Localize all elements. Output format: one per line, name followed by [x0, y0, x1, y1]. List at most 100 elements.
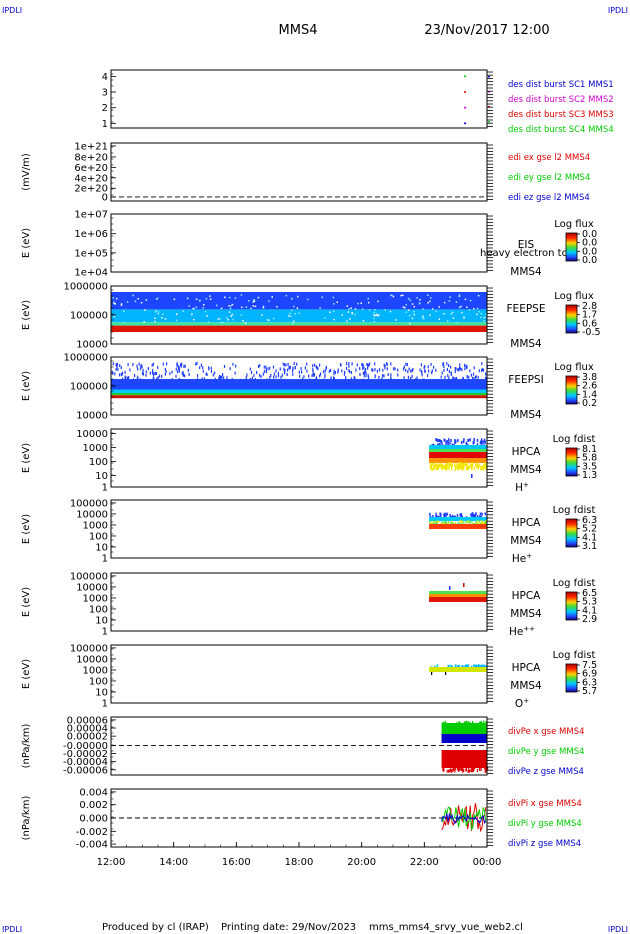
- spectrum-speckle: [455, 440, 457, 444]
- spectrum-speckle: [484, 512, 487, 516]
- spectrum-speckle: [214, 371, 216, 375]
- colorbar-tick-label: 0.0: [582, 246, 597, 257]
- spectrum-speckle: [271, 296, 273, 298]
- panel-ytick-label: 1000: [83, 593, 108, 604]
- legend-marker: [488, 121, 490, 123]
- spectrum-band-peak: [429, 597, 487, 602]
- spectrum-speckle: [410, 369, 412, 373]
- colorbar-tick-label: 0.6: [582, 318, 597, 329]
- series-spike: [458, 769, 460, 772]
- colorbar-tick-label: 3.5: [582, 461, 597, 472]
- spectrum-speckle: [460, 441, 463, 445]
- spectrum-speckle: [292, 369, 294, 373]
- legend-marker: [488, 106, 490, 108]
- colorbar-hpca_he: [565, 518, 578, 548]
- spectrum-speckle: [402, 306, 405, 308]
- spectrum-speckle: [442, 362, 445, 366]
- colorbar-feepse: [565, 304, 578, 334]
- spectrum-speckle: [136, 364, 138, 368]
- panel-ytick-label: -0.00006: [63, 765, 108, 776]
- spectrum-speckle: [362, 366, 364, 370]
- spectrum-speckle: [463, 466, 465, 470]
- spectrum-speckle: [155, 298, 158, 300]
- spectrum-speckle: [391, 294, 393, 297]
- spectrum-speckle: [421, 370, 423, 374]
- series-spike: [454, 725, 456, 729]
- panel-ytick-label: 100000: [70, 571, 108, 582]
- spectrum-speckle: [365, 374, 367, 378]
- spectrum-speckle: [311, 374, 313, 378]
- spectrum-speckle: [162, 362, 164, 366]
- spectrum-speckle: [372, 369, 374, 372]
- spectrum-speckle: [386, 367, 388, 371]
- spectrum-speckle: [444, 512, 446, 516]
- spectrum-speckle: [241, 306, 243, 309]
- colorbar-tick-label: 6.3: [582, 677, 597, 688]
- panel-ytick-label: 0.000: [79, 814, 108, 825]
- spectrum-band: [429, 517, 487, 521]
- spectrum-speckle: [262, 372, 264, 376]
- spectrum-speckle: [476, 462, 479, 466]
- panel-ytick-label: 3: [102, 88, 108, 99]
- colorbar-tick-label: 6.9: [582, 669, 597, 680]
- colorbar-tick-label: 0.0: [582, 229, 597, 240]
- series-spike: [487, 766, 489, 770]
- spectrum-speckle: [228, 305, 230, 307]
- xaxis-tick-label: 18:00: [285, 857, 314, 868]
- spectrum-speckle: [454, 438, 456, 442]
- panel-feepse: E (eV) 1000000 100000 10000 FEEPSE MMS4 Log fl…: [21, 282, 601, 351]
- spectrum-speckle: [333, 310, 335, 312]
- spectrum-speckle: [450, 664, 452, 668]
- spectrum-speckle: [433, 464, 435, 468]
- spectrum-speckle: [427, 302, 429, 304]
- spectrum-speckle: [348, 364, 350, 368]
- spectrum-speckle: [472, 372, 475, 376]
- spectrum-speckle: [221, 321, 224, 324]
- colorbar-title: Log flux: [554, 291, 594, 302]
- spectrum-speckle: [188, 372, 190, 376]
- spectrum-speckle: [466, 365, 468, 369]
- panel-divpe: (nPa/km)0.000060.000040.00002-0.00000-0.…: [21, 715, 585, 777]
- colorbar-eis: [565, 232, 578, 262]
- instrument-name: EIS: [518, 239, 535, 251]
- colorbar-hpca_hepp: [565, 591, 578, 621]
- series-spike: [472, 766, 474, 770]
- spectrum-speckle: [443, 368, 445, 372]
- spectrum-speckle: [263, 365, 265, 369]
- colorbar-tick-label: 1.3: [582, 470, 597, 481]
- spectrum-speckle: [349, 318, 351, 320]
- spectrum-speckle: [232, 362, 234, 366]
- spectrum-speckle: [240, 294, 243, 296]
- spectrum-speckle: [193, 319, 195, 321]
- spectrum-speckle: [350, 377, 353, 381]
- spectrum-speckle: [394, 367, 396, 371]
- spectrum-speckle: [432, 520, 434, 522]
- spectrum-speckle: [458, 294, 461, 296]
- spectrum-speckle: [485, 377, 487, 380]
- spectrum-speckle: [115, 368, 117, 371]
- spectrum-speckle: [267, 367, 269, 371]
- spectrum-speckle: [183, 364, 185, 368]
- spectrum-speckle: [240, 314, 243, 316]
- data-point: [464, 91, 467, 93]
- panel-ytick-label: 8e+20: [74, 152, 108, 163]
- spectrum-speckle: [178, 365, 180, 369]
- spectrum-speckle: [443, 466, 446, 470]
- spectrum-speckle: [293, 305, 295, 308]
- panel-ytick-label: 100: [89, 676, 108, 687]
- spectrum-band: [429, 667, 487, 672]
- panel-hpca_h: E (eV) 10000 1000 100 101 HPCA MMS4 H+ Log fdist…: [21, 428, 597, 494]
- spectrum-speckle: [433, 521, 435, 524]
- spectrum-speckle: [348, 369, 350, 373]
- spectrum-speckle: [176, 362, 178, 366]
- spectrum-speckle: [475, 512, 477, 516]
- legend-entry: edi ey gse l2 MMS4: [508, 173, 590, 183]
- spectrum-speckle: [419, 299, 421, 301]
- spectrum-speckle: [382, 368, 384, 372]
- spectrum-speckle: [268, 300, 270, 302]
- spectrum-speckle: [265, 365, 267, 369]
- spectrum-speckle: [411, 303, 414, 305]
- instrument-name: FEEPSE: [507, 303, 546, 315]
- instrument-name: HPCA: [512, 662, 542, 674]
